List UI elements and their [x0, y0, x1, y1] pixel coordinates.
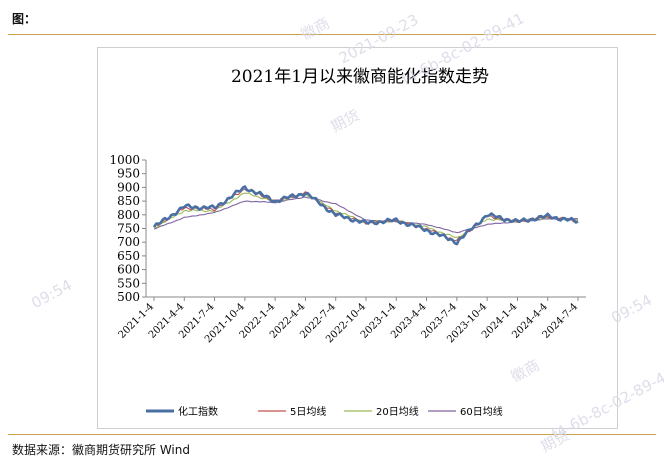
- legend-label: 60日均线: [460, 405, 503, 418]
- y-tick-label: 900: [117, 180, 140, 194]
- chart-frame: [97, 47, 618, 429]
- top-divider: [8, 34, 656, 35]
- y-tick-label: 650: [117, 249, 140, 263]
- figure-label: 图：: [12, 12, 37, 26]
- y-tick-label: 950: [117, 167, 140, 181]
- y-tick-label: 800: [117, 208, 140, 222]
- legend-label: 5日均线: [290, 405, 326, 418]
- y-tick-label: 550: [117, 276, 140, 290]
- series-line-2: [153, 188, 579, 242]
- bottom-divider: [8, 434, 656, 435]
- y-tick-label: 850: [117, 194, 140, 208]
- y-tick-label: 600: [117, 263, 140, 277]
- legend-label: 化工指数: [178, 405, 218, 418]
- y-tick-label: 700: [117, 235, 140, 249]
- y-tick-label: 500: [117, 290, 140, 304]
- legend-label: 20日均线: [376, 405, 419, 418]
- series-line-1: [152, 185, 579, 246]
- y-tick-label: 1000: [109, 153, 140, 167]
- series-line-4: [153, 196, 579, 234]
- data-source: 数据来源：徽商期货研究所 Wind: [12, 443, 190, 457]
- y-tick-label: 750: [117, 222, 140, 236]
- chart-title: 2021年1月以来徽商能化指数走势: [231, 67, 489, 87]
- series-line-3: [153, 192, 579, 238]
